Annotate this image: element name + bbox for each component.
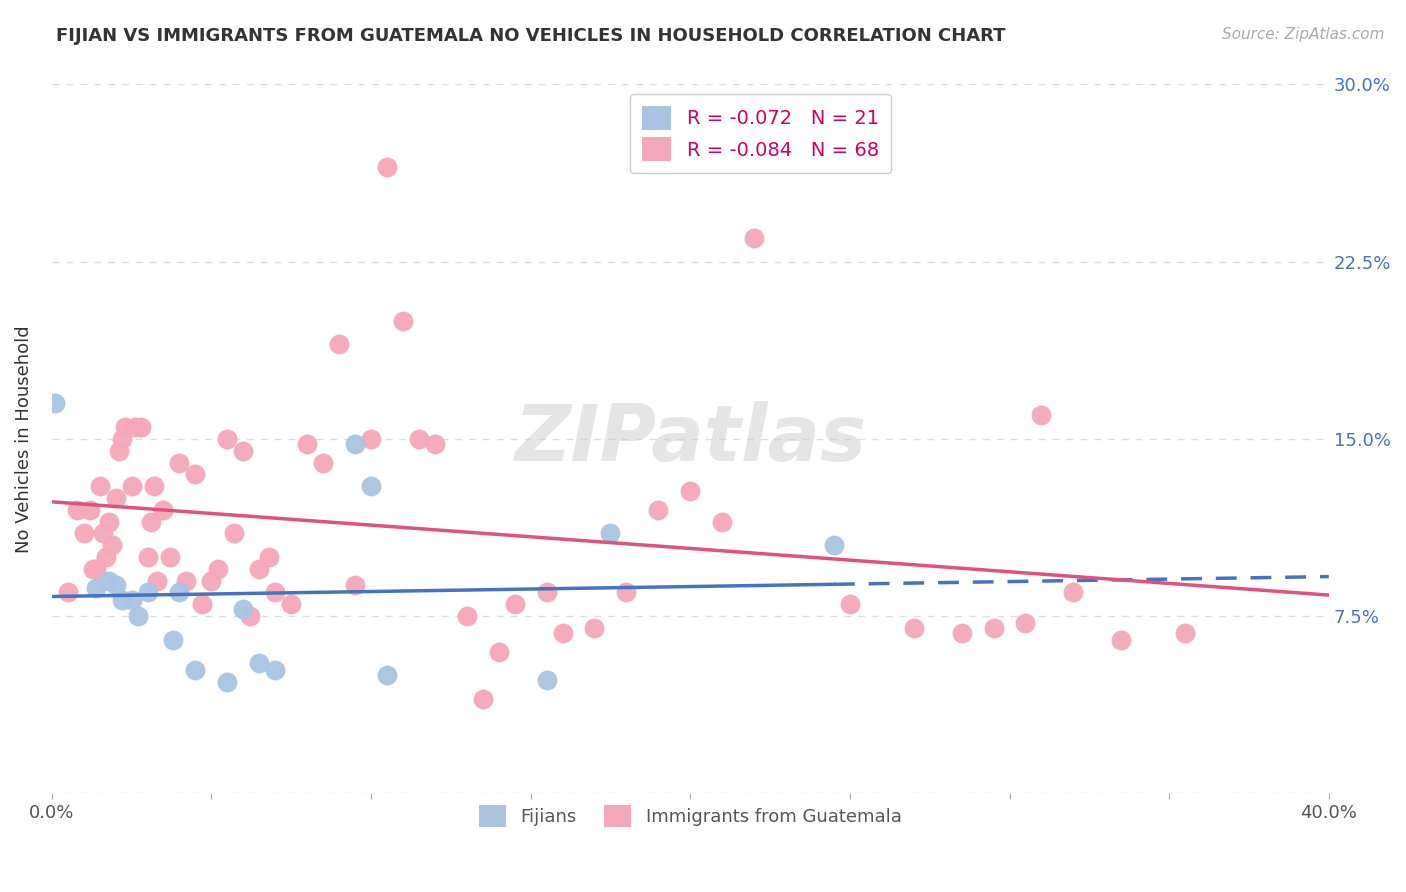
Point xyxy=(536,673,558,687)
Point xyxy=(191,597,214,611)
Point xyxy=(423,436,446,450)
Point xyxy=(344,436,367,450)
Point xyxy=(742,231,765,245)
Point xyxy=(823,538,845,552)
Point xyxy=(328,337,350,351)
Point xyxy=(488,644,510,658)
Point xyxy=(136,585,159,599)
Point xyxy=(89,479,111,493)
Point xyxy=(86,581,108,595)
Point xyxy=(207,562,229,576)
Point xyxy=(247,562,270,576)
Point xyxy=(152,503,174,517)
Point xyxy=(98,574,121,588)
Point xyxy=(232,443,254,458)
Point xyxy=(1031,409,1053,423)
Point xyxy=(169,585,191,599)
Text: FIJIAN VS IMMIGRANTS FROM GUATEMALA NO VEHICLES IN HOUSEHOLD CORRELATION CHART: FIJIAN VS IMMIGRANTS FROM GUATEMALA NO V… xyxy=(56,27,1005,45)
Point xyxy=(184,467,207,482)
Point xyxy=(903,621,925,635)
Point xyxy=(551,625,574,640)
Point xyxy=(239,609,262,624)
Point xyxy=(471,691,494,706)
Point xyxy=(838,597,860,611)
Point xyxy=(983,621,1005,635)
Point xyxy=(312,456,335,470)
Point xyxy=(217,675,239,690)
Y-axis label: No Vehicles in Household: No Vehicles in Household xyxy=(15,325,32,553)
Point xyxy=(101,538,124,552)
Legend: Fijians, Immigrants from Guatemala: Fijians, Immigrants from Guatemala xyxy=(472,797,908,834)
Point xyxy=(107,443,129,458)
Point xyxy=(375,160,398,174)
Point xyxy=(456,609,478,624)
Point xyxy=(146,574,169,588)
Point xyxy=(711,515,734,529)
Point xyxy=(257,549,280,564)
Point xyxy=(169,456,191,470)
Point xyxy=(295,436,318,450)
Point xyxy=(139,515,162,529)
Point xyxy=(217,432,239,446)
Point xyxy=(136,549,159,564)
Point xyxy=(232,602,254,616)
Point xyxy=(247,657,270,671)
Text: ZIPatlas: ZIPatlas xyxy=(515,401,866,477)
Point xyxy=(129,420,152,434)
Point xyxy=(360,432,382,446)
Point xyxy=(111,592,134,607)
Point xyxy=(104,578,127,592)
Point xyxy=(159,549,181,564)
Point xyxy=(44,396,66,410)
Point xyxy=(121,479,143,493)
Point xyxy=(536,585,558,599)
Point xyxy=(375,668,398,682)
Point xyxy=(1062,585,1084,599)
Point xyxy=(647,503,669,517)
Point xyxy=(503,597,526,611)
Point xyxy=(360,479,382,493)
Point xyxy=(142,479,165,493)
Point xyxy=(121,592,143,607)
Point xyxy=(98,515,121,529)
Point xyxy=(124,420,146,434)
Point xyxy=(79,503,101,517)
Point xyxy=(264,585,287,599)
Point xyxy=(599,526,621,541)
Point xyxy=(264,664,287,678)
Point xyxy=(344,578,367,592)
Point xyxy=(1174,625,1197,640)
Point xyxy=(679,483,702,498)
Point xyxy=(127,609,149,624)
Point xyxy=(184,664,207,678)
Point xyxy=(174,574,197,588)
Point xyxy=(200,574,222,588)
Text: Source: ZipAtlas.com: Source: ZipAtlas.com xyxy=(1222,27,1385,42)
Point xyxy=(73,526,96,541)
Point xyxy=(66,503,89,517)
Point xyxy=(82,562,104,576)
Point xyxy=(104,491,127,505)
Point xyxy=(1109,632,1132,647)
Point xyxy=(408,432,430,446)
Point xyxy=(94,549,117,564)
Point xyxy=(583,621,606,635)
Point xyxy=(280,597,302,611)
Point xyxy=(162,632,184,647)
Point xyxy=(56,585,79,599)
Point xyxy=(86,562,108,576)
Point xyxy=(91,526,114,541)
Point xyxy=(111,432,134,446)
Point xyxy=(616,585,638,599)
Point xyxy=(114,420,136,434)
Point xyxy=(1014,616,1036,631)
Point xyxy=(950,625,973,640)
Point xyxy=(222,526,245,541)
Point xyxy=(392,314,415,328)
